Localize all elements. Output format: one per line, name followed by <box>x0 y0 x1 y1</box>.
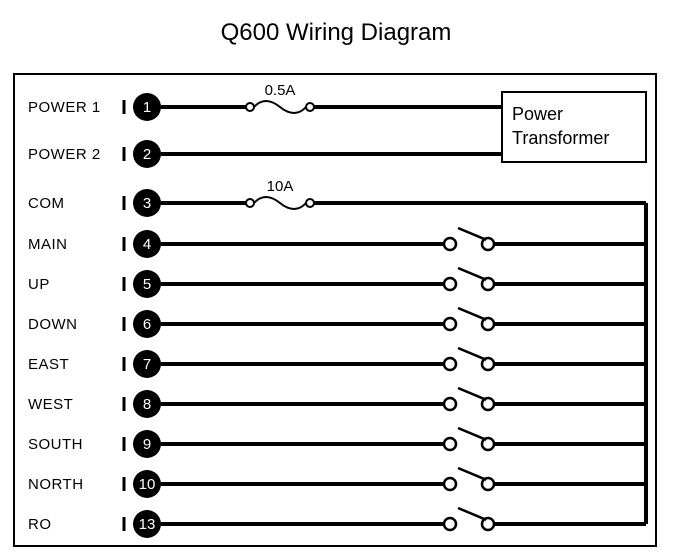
switch-node <box>444 238 456 250</box>
transformer-box <box>502 92 646 162</box>
switch-lever <box>458 468 486 480</box>
terminal-label: EAST <box>28 356 69 373</box>
terminal-label: POWER 1 <box>28 99 101 116</box>
terminal-label: RO <box>28 516 52 533</box>
terminal-label: SOUTH <box>28 436 83 453</box>
terminal-number: 13 <box>139 516 156 533</box>
terminal-number: 10 <box>139 476 156 493</box>
wiring-diagram: Q600 Wiring Diagram Power Transformer POWER… <box>0 0 673 553</box>
switch-lever <box>458 308 486 320</box>
fuse-label: 10A <box>267 178 294 195</box>
switch-lever <box>458 508 486 520</box>
terminal-number: 3 <box>143 195 151 212</box>
transformer-text2: Transformer <box>512 128 609 148</box>
terminal-number: 7 <box>143 356 151 373</box>
switch-node <box>444 518 456 530</box>
terminal-label: POWER 2 <box>28 146 101 163</box>
terminal-label: WEST <box>28 396 73 413</box>
switch-lever <box>458 268 486 280</box>
fuse-node <box>246 199 254 207</box>
title-text: Q600 Wiring Diagram <box>221 19 452 46</box>
terminal-number: 5 <box>143 276 151 293</box>
terminal-label: UP <box>28 276 50 293</box>
switch-node <box>444 438 456 450</box>
terminal-number: 9 <box>143 436 151 453</box>
fuse-node <box>306 199 314 207</box>
switch-lever <box>458 348 486 360</box>
terminal-number: 8 <box>143 396 151 413</box>
switch-node <box>444 358 456 370</box>
terminal-number: 6 <box>143 316 151 333</box>
switch-node <box>444 478 456 490</box>
fuse-squiggle <box>254 197 306 209</box>
terminal-label: NORTH <box>28 476 84 493</box>
switch-lever <box>458 228 486 240</box>
switch-lever <box>458 428 486 440</box>
terminal-number: 2 <box>143 146 151 163</box>
fuse-label: 0.5A <box>265 82 296 99</box>
switch-node <box>444 318 456 330</box>
fuse-node <box>246 103 254 111</box>
fuse-node <box>306 103 314 111</box>
switch-node <box>444 398 456 410</box>
terminal-label: COM <box>28 195 65 212</box>
terminal-label: DOWN <box>28 316 78 333</box>
transformer-text1: Power <box>512 104 563 124</box>
fuse-squiggle <box>254 101 306 113</box>
terminal-number: 1 <box>143 99 151 116</box>
terminal-number: 4 <box>143 236 151 253</box>
terminal-label: MAIN <box>28 236 68 253</box>
switch-node <box>444 278 456 290</box>
switch-lever <box>458 388 486 400</box>
